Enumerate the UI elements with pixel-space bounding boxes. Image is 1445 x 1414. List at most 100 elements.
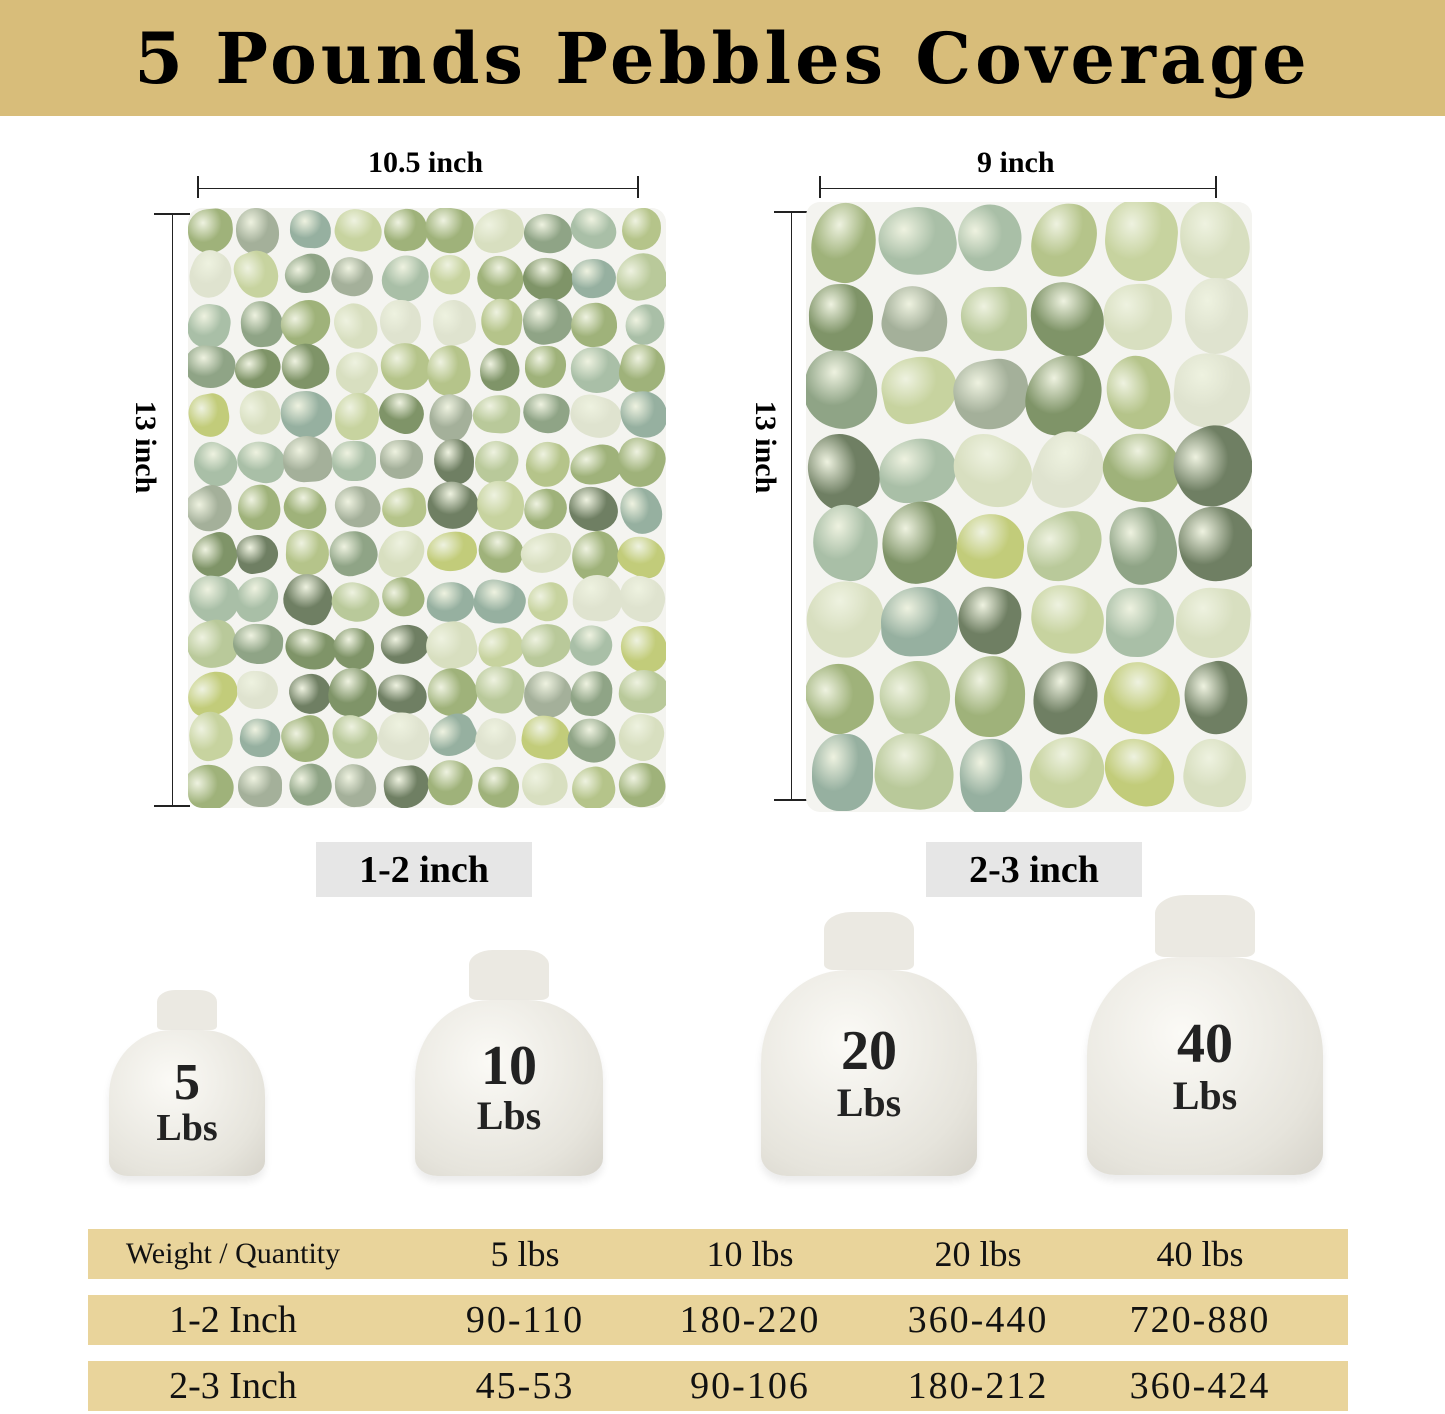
pebble bbox=[806, 342, 888, 439]
pebble bbox=[469, 712, 523, 767]
bag-unit: Lbs bbox=[156, 1107, 218, 1149]
tick bbox=[819, 176, 821, 198]
bag-unit: Lbs bbox=[1172, 1073, 1238, 1118]
pebble bbox=[1017, 501, 1114, 592]
pebble bbox=[471, 663, 528, 718]
pebble bbox=[940, 423, 1042, 519]
pebble bbox=[957, 736, 1024, 812]
pebble bbox=[188, 343, 238, 391]
pebble bbox=[518, 712, 573, 764]
pebble bbox=[517, 757, 572, 808]
pebble bbox=[276, 710, 337, 770]
pebble bbox=[1177, 734, 1252, 812]
pebble bbox=[236, 670, 279, 710]
tick bbox=[637, 176, 639, 198]
pebble bbox=[422, 754, 478, 808]
pebble bbox=[1026, 581, 1108, 658]
pebble bbox=[323, 708, 384, 765]
pebble bbox=[564, 208, 623, 257]
page-title: 5 Pounds Pebbles Coverage bbox=[134, 16, 1311, 100]
pebble bbox=[1103, 501, 1183, 591]
table-cell: 2-3 Inch bbox=[169, 1365, 297, 1407]
pebble bbox=[274, 336, 336, 397]
pebble bbox=[621, 208, 663, 251]
table-header-cell: 10 lbs bbox=[706, 1234, 794, 1274]
pebble bbox=[521, 210, 575, 257]
pebble bbox=[472, 393, 522, 435]
pebble bbox=[278, 388, 334, 441]
pebble bbox=[237, 766, 283, 808]
pebble bbox=[188, 244, 239, 304]
table-row: 2-3 Inch 45-53 90-106 180-212 360-424 bbox=[88, 1361, 1348, 1411]
pebble bbox=[871, 730, 958, 812]
pebble bbox=[277, 480, 334, 535]
pebble bbox=[617, 668, 666, 715]
pebble bbox=[188, 573, 241, 627]
pebble bbox=[329, 208, 387, 258]
pebble bbox=[953, 654, 1028, 739]
pebble bbox=[373, 385, 430, 440]
left-width-arrow bbox=[198, 188, 638, 189]
pebble bbox=[423, 707, 483, 764]
pebble bbox=[610, 246, 666, 308]
pebble bbox=[567, 762, 619, 808]
pebble bbox=[568, 300, 620, 351]
table-cell: 360-440 bbox=[907, 1299, 1049, 1341]
pebble bbox=[423, 342, 475, 399]
pebble bbox=[565, 390, 626, 444]
pebble bbox=[377, 340, 434, 394]
table-header-cell: Weight / Quantity bbox=[125, 1237, 341, 1270]
bag-weight: 10 bbox=[481, 1035, 537, 1097]
table-cell: 1-2 Inch bbox=[169, 1299, 297, 1341]
left-width-label: 10.5 inch bbox=[368, 146, 484, 179]
tick bbox=[1215, 176, 1217, 198]
right-height-label: 13 inch bbox=[749, 400, 782, 494]
pebble bbox=[1023, 421, 1114, 519]
pebble bbox=[188, 301, 234, 352]
pebble bbox=[228, 245, 286, 305]
pebble bbox=[952, 509, 1028, 582]
size-label-large: 2-3 inch bbox=[926, 842, 1142, 897]
pebble bbox=[614, 481, 666, 539]
pebble bbox=[188, 528, 243, 584]
left-height-arrow bbox=[172, 214, 173, 806]
pebble bbox=[324, 525, 383, 582]
tick bbox=[774, 799, 810, 801]
pebble bbox=[235, 208, 279, 255]
table-header-row: Weight / Quantity 5 lbs 10 lbs 20 lbs 40… bbox=[88, 1229, 1348, 1279]
size-label-small: 1-2 inch bbox=[316, 842, 532, 897]
table-header-cell: 20 lbs bbox=[934, 1234, 1022, 1274]
table-cell: 90-110 bbox=[465, 1299, 585, 1341]
pebble bbox=[951, 581, 1027, 660]
pebble bbox=[423, 248, 476, 301]
pebble bbox=[379, 439, 423, 480]
pebble bbox=[1100, 281, 1176, 354]
table-cell: 180-212 bbox=[907, 1365, 1049, 1407]
pebble bbox=[232, 436, 290, 488]
pebble bbox=[333, 762, 377, 808]
title-banner: 5 Pounds Pebbles Coverage bbox=[0, 0, 1445, 116]
pebble bbox=[1020, 724, 1115, 812]
pebble bbox=[1173, 585, 1252, 662]
pebble bbox=[1094, 729, 1186, 812]
pebble bbox=[569, 344, 623, 394]
pebble bbox=[516, 526, 577, 579]
pebble bbox=[324, 663, 382, 722]
pebble bbox=[1105, 587, 1175, 658]
pebble bbox=[326, 574, 386, 630]
pebble bbox=[468, 208, 529, 258]
pebble bbox=[560, 710, 623, 771]
pebble bbox=[328, 344, 385, 401]
pebble bbox=[875, 496, 964, 590]
pebble bbox=[420, 616, 482, 675]
bag-10-lbs: 10 Lbs bbox=[414, 950, 604, 1176]
pebble bbox=[568, 668, 616, 719]
pebble bbox=[876, 434, 960, 506]
table-cell: 45-53 bbox=[475, 1365, 575, 1407]
left-height-label: 13 inch bbox=[129, 400, 162, 494]
pebble bbox=[519, 294, 575, 348]
pebble bbox=[381, 763, 431, 808]
bag-weight: 20 bbox=[841, 1020, 897, 1082]
pebble bbox=[424, 579, 476, 624]
pebble bbox=[228, 568, 286, 629]
